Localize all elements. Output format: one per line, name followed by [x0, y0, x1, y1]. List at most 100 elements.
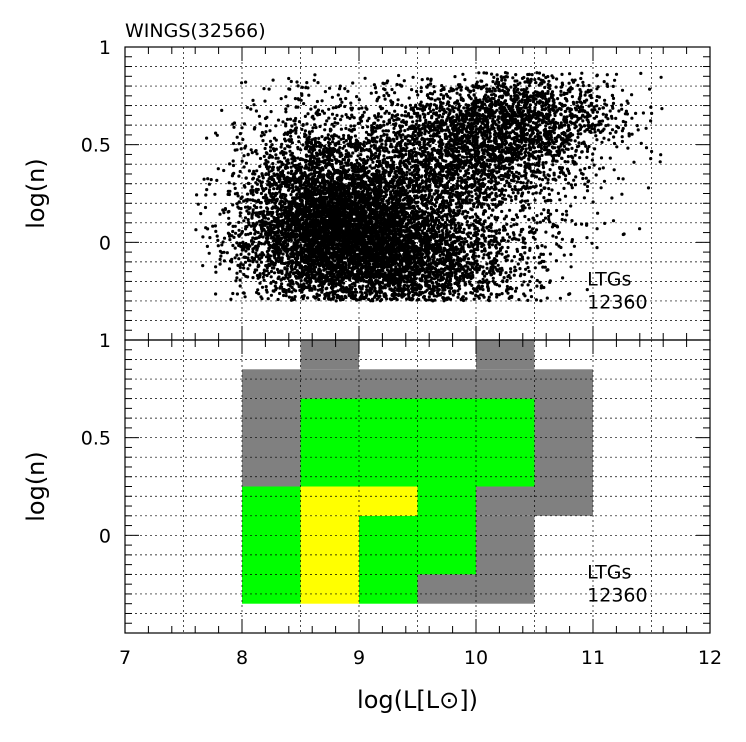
data-point — [490, 229, 494, 233]
data-point — [500, 209, 504, 214]
data-point — [240, 231, 244, 235]
data-point — [208, 236, 212, 240]
data-point — [213, 192, 217, 196]
data-point — [218, 262, 222, 266]
data-point — [258, 281, 262, 285]
data-point — [243, 295, 247, 299]
data-point — [216, 167, 220, 171]
data-point — [365, 235, 370, 239]
data-point — [248, 259, 252, 263]
data-point — [245, 209, 249, 213]
data-point — [245, 225, 249, 229]
data-point — [238, 214, 242, 218]
data-point — [270, 143, 274, 147]
data-point — [314, 279, 318, 283]
data-point — [487, 216, 491, 220]
data-point — [290, 268, 294, 272]
data-point — [266, 217, 270, 221]
data-point — [231, 291, 235, 296]
data-point — [237, 228, 241, 232]
data-point — [312, 269, 316, 273]
data-point — [235, 135, 239, 139]
data-point — [429, 207, 433, 211]
data-point — [323, 144, 327, 148]
data-point — [327, 282, 331, 286]
data-point — [362, 279, 366, 283]
data-point — [207, 251, 211, 255]
data-point — [261, 275, 265, 279]
data-point — [289, 193, 293, 197]
data-point — [357, 107, 361, 111]
data-point — [238, 278, 242, 282]
data-point — [299, 279, 303, 283]
data-point — [275, 197, 279, 201]
data-point — [359, 290, 363, 294]
data-point — [287, 287, 291, 292]
data-point — [259, 205, 263, 209]
data-point — [278, 190, 282, 194]
data-point — [276, 230, 280, 234]
data-point — [201, 235, 205, 239]
data-point — [390, 297, 394, 302]
data-point — [506, 232, 510, 236]
data-point — [243, 216, 248, 220]
data-point — [274, 281, 278, 285]
data-point — [206, 227, 210, 231]
data-point — [250, 151, 254, 155]
data-point — [234, 279, 238, 283]
data-point — [240, 126, 244, 130]
data-point — [222, 259, 226, 263]
data-point — [219, 254, 223, 258]
data-point — [426, 222, 430, 226]
data-point — [435, 200, 439, 204]
data-point — [312, 276, 316, 280]
data-point — [257, 257, 261, 261]
data-point — [216, 244, 220, 248]
data-point — [419, 243, 423, 247]
data-point — [336, 289, 340, 293]
data-point — [237, 257, 241, 261]
data-point — [203, 205, 208, 210]
data-point — [250, 185, 254, 189]
data-point — [402, 197, 406, 201]
data-point — [235, 276, 239, 280]
data-point — [317, 297, 321, 302]
data-point — [260, 297, 264, 301]
data-point — [264, 285, 268, 289]
data-point — [194, 228, 198, 232]
data-point — [463, 237, 467, 241]
data-point — [196, 202, 200, 206]
data-point — [228, 238, 232, 242]
data-point — [229, 297, 233, 301]
data-point — [255, 182, 259, 186]
data-point — [404, 211, 408, 215]
data-point — [390, 158, 394, 162]
data-point — [204, 193, 208, 197]
data-point — [245, 192, 250, 196]
data-point — [286, 171, 290, 175]
data-point — [342, 144, 347, 148]
data-point — [333, 228, 337, 232]
data-point — [242, 255, 246, 259]
data-point — [237, 220, 241, 224]
data-point — [242, 291, 246, 295]
data-point — [286, 243, 290, 247]
data-point — [256, 230, 260, 235]
data-point — [327, 267, 331, 271]
data-point — [343, 271, 347, 275]
data-point — [274, 239, 279, 243]
data-point — [222, 236, 227, 240]
data-point — [260, 251, 264, 255]
data-point — [351, 272, 356, 276]
data-point — [266, 297, 270, 301]
data-point — [234, 231, 238, 235]
data-point — [201, 264, 205, 268]
data-point — [235, 292, 239, 296]
data-point — [228, 232, 232, 237]
data-point — [382, 154, 386, 158]
data-point — [247, 181, 251, 186]
data-point — [267, 271, 271, 275]
data-point — [246, 267, 250, 271]
data-point — [348, 284, 352, 288]
data-point — [238, 169, 242, 174]
